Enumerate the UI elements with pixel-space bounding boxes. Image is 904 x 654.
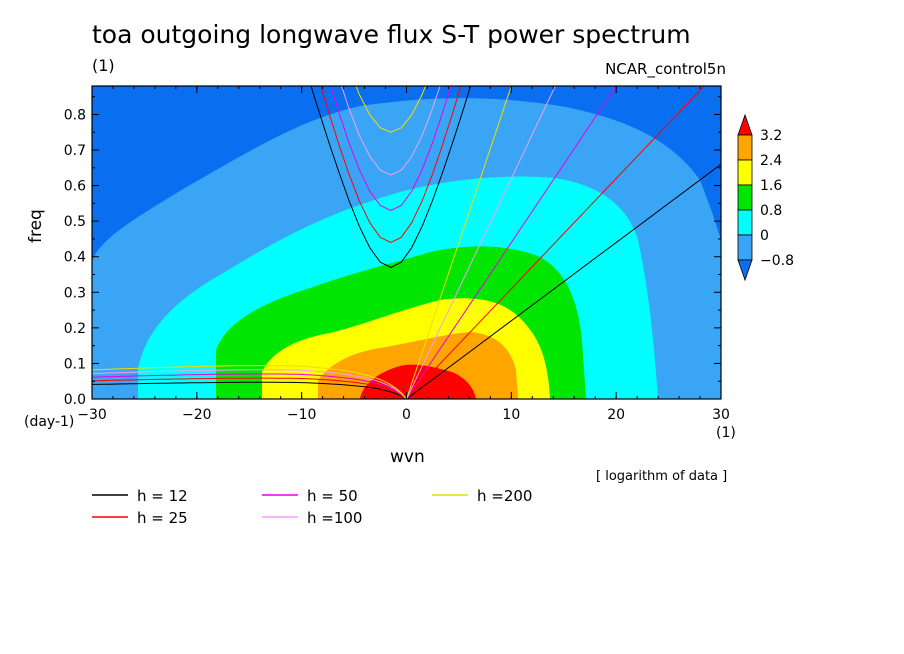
y-tick-label: 0.1 [64,356,86,372]
x-axis-ticks: −30 −20 −10 0 10 20 30 [77,86,730,423]
kelvin-line [406,86,512,399]
colorbar-bottom-arrow [737,259,753,282]
y-tick-label: 0.3 [64,285,86,301]
legend: h = 12 h = 25 h = 50 h =100 h =200 [92,487,532,527]
plot-area [92,86,721,399]
x-tick-label: 30 [712,407,730,423]
ig-curve [310,86,472,268]
colorbar-box [737,234,753,261]
ig-curve [355,86,427,133]
colorbar-tick-label: 2.4 [760,153,782,169]
kelvin-line [406,163,721,399]
x-tick-label: 10 [502,407,520,423]
legend-label: h =200 [477,487,532,505]
x-tick-label: −20 [182,407,212,423]
chart-title: toa outgoing longwave flux S-T power spe… [92,20,691,49]
colorbar-box [737,159,753,186]
colorbar-tick-label: 3.2 [760,128,782,144]
y-axis-ticks: 0.0 0.1 0.2 0.3 0.4 0.5 0.6 0.7 0.8 [64,96,721,408]
dispersion-curves [92,86,721,399]
ig-curve [341,86,441,176]
ig-curve [330,86,452,212]
kelvin-line [406,86,617,399]
legend-label: h = 12 [137,487,188,505]
x-tick-label: 0 [402,407,411,423]
legend-label: h = 25 [137,509,188,527]
colorbar-tick-label: −0.8 [760,253,794,269]
colorbar: −0.8 0 0.8 1.6 2.4 3.2 [737,113,794,282]
ig-curve [320,86,462,244]
rossby-curve [92,381,407,399]
y-tick-label: 0.4 [64,250,86,266]
colorbar-top-arrow [737,113,753,136]
y-axis-units: (day-1) [24,414,75,430]
x-tick-label: 20 [607,407,625,423]
rossby-curve [92,369,407,399]
colorbar-tick-label: 0.8 [760,203,782,219]
x-axis-units: (1) [716,425,736,441]
rossby-curve [92,365,407,399]
colorbar-box [737,184,753,211]
kelvin-line [406,86,556,399]
y-tick-label: 0.2 [64,321,86,337]
x-tick-label: −30 [77,407,107,423]
x-tick-label: −10 [287,407,317,423]
data-note: [ logarithm of data ] [596,469,728,484]
y-tick-label: 0.5 [64,214,86,230]
colorbar-tick-label: 1.6 [760,178,782,194]
colorbar-tick-label: 0 [760,228,769,244]
rossby-curve [92,373,407,399]
y-tick-label: 0.0 [64,392,86,408]
x-axis-label: wvn [390,447,425,467]
y-tick-label: 0.8 [64,107,86,123]
legend-label: h = 50 [307,487,358,505]
rossby-curve [92,377,407,399]
kelvin-line [406,86,705,399]
y-tick-label: 0.6 [64,179,86,195]
colorbar-box [737,209,753,236]
colorbar-box [737,134,753,161]
units-label-top: (1) [92,56,115,75]
run-name-label: NCAR_control5n [605,60,726,78]
legend-label: h =100 [307,509,362,527]
y-tick-label: 0.7 [64,143,86,159]
